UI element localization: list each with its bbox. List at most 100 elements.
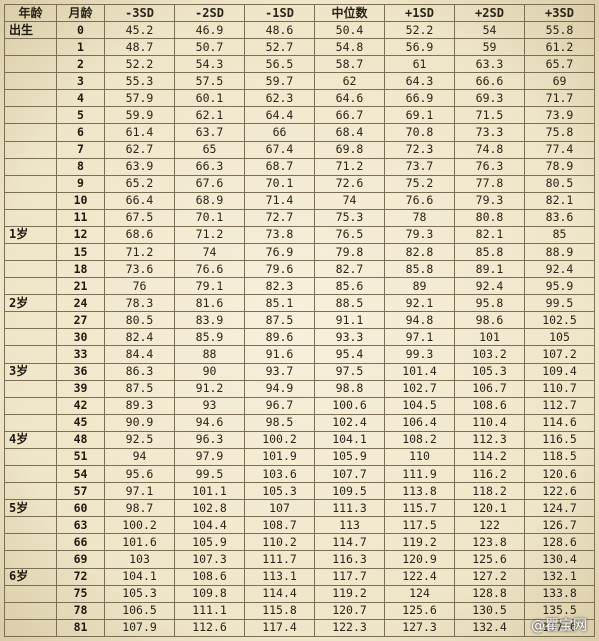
month-cell: 18 [56, 260, 105, 279]
value-cell: 102.4 [314, 413, 385, 432]
value-cell: 105.9 [314, 447, 385, 467]
table-row: 51 94 97.9 101.9 105.9 110 114.2 118.5 [4, 447, 595, 467]
value-cell: 48.7 [104, 38, 175, 57]
value-cell: 105 [524, 328, 595, 347]
value-cell: 94.9 [244, 379, 315, 398]
age-cell [4, 123, 57, 142]
month-cell: 7 [56, 140, 105, 159]
value-cell: 99.5 [524, 294, 595, 313]
value-cell: 71.2 [174, 225, 245, 245]
header-row: 年龄 月龄 -3SD -2SD -1SD 中位数 +1SD +2SD +3SD [4, 4, 595, 22]
value-cell: 97.1 [104, 482, 175, 501]
watermark: @瞿宝网 [531, 618, 587, 634]
month-cell: 33 [56, 345, 105, 364]
value-cell: 50.4 [314, 20, 385, 40]
value-cell: 72.7 [244, 208, 315, 227]
table-row: 78 106.5 111.1 115.8 120.7 125.6 130.5 135.5 [4, 601, 595, 620]
value-cell: 115.7 [384, 499, 455, 518]
age-cell [4, 413, 57, 432]
age-cell [4, 516, 57, 535]
value-cell: 104.4 [174, 516, 245, 535]
month-cell: 45 [56, 413, 105, 432]
column-header: -1SD [244, 4, 315, 22]
value-cell: 114.4 [244, 584, 315, 603]
value-cell: 52.2 [384, 20, 455, 40]
value-cell: 74 [314, 191, 385, 210]
table-row: 66 101.6 105.9 110.2 114.7 119.2 123.8 128.6 [4, 533, 595, 552]
value-cell: 108.6 [454, 396, 525, 415]
value-cell: 112.3 [454, 430, 525, 449]
value-cell: 99.5 [174, 465, 245, 484]
table-row: 9 65.2 67.6 70.1 72.6 75.2 77.8 80.5 [4, 174, 595, 193]
value-cell: 89.1 [454, 260, 525, 279]
table-row: 3岁 36 86.3 90 93.7 97.5 101.4 105.3 109.4 [4, 362, 595, 381]
value-cell: 111.9 [384, 465, 455, 484]
value-cell: 137.6 [524, 618, 595, 638]
value-cell: 59.9 [104, 106, 175, 125]
value-cell: 122.4 [384, 567, 455, 586]
value-cell: 107.3 [174, 550, 245, 569]
value-cell: 59 [454, 38, 525, 57]
age-cell [4, 482, 57, 501]
value-cell: 133.8 [524, 584, 595, 603]
value-cell: 96.7 [244, 396, 315, 415]
value-cell: 132.4 [454, 618, 525, 638]
value-cell: 98.5 [244, 413, 315, 432]
value-cell: 69 [524, 72, 595, 91]
value-cell: 116.5 [524, 430, 595, 449]
value-cell: 105.3 [104, 584, 175, 603]
value-cell: 84.4 [104, 345, 175, 364]
value-cell: 97.5 [314, 362, 385, 381]
value-cell: 85.1 [244, 294, 315, 313]
value-cell: 56.9 [384, 38, 455, 57]
value-cell: 113 [314, 516, 385, 535]
value-cell: 78.3 [104, 294, 175, 313]
age-cell [4, 396, 57, 415]
age-cell [4, 208, 57, 227]
table-row: 81 107.9 112.6 117.4 122.3 127.3 132.4 137.6 [4, 618, 595, 638]
value-cell: 68.4 [314, 123, 385, 142]
value-cell: 97.9 [174, 447, 245, 467]
value-cell: 78.9 [524, 157, 595, 176]
value-cell: 85.6 [314, 277, 385, 296]
value-cell: 54.8 [314, 38, 385, 57]
value-cell: 110.2 [244, 533, 315, 552]
value-cell: 120.6 [524, 465, 595, 484]
value-cell: 71.2 [104, 243, 175, 262]
value-cell: 101 [454, 328, 525, 347]
value-cell: 85.9 [174, 328, 245, 347]
month-cell: 27 [56, 311, 105, 330]
month-cell: 9 [56, 174, 105, 193]
value-cell: 109.8 [174, 584, 245, 603]
value-cell: 87.5 [104, 379, 175, 398]
age-cell [4, 157, 57, 176]
table-row: 1岁 12 68.6 71.2 73.8 76.5 79.3 82.1 85 [4, 225, 595, 245]
value-cell: 71.7 [524, 89, 595, 108]
value-cell: 124 [384, 584, 455, 603]
value-cell: 110.7 [524, 379, 595, 398]
value-cell: 82.1 [524, 191, 595, 210]
table-row: 45 90.9 94.6 98.5 102.4 106.4 110.4 114.6 [4, 413, 595, 432]
value-cell: 80.5 [524, 174, 595, 193]
table-row: 8 63.9 66.3 68.7 71.2 73.7 76.3 78.9 [4, 157, 595, 176]
value-cell: 125.6 [384, 601, 455, 620]
value-cell: 114.2 [454, 447, 525, 467]
table-row: 出生 0 45.2 46.9 48.6 50.4 52.2 54 55.8 [4, 20, 595, 40]
value-cell: 65 [174, 140, 245, 159]
value-cell: 90 [174, 362, 245, 381]
month-cell: 10 [56, 191, 105, 210]
value-cell: 101.1 [174, 482, 245, 501]
value-cell: 130.5 [454, 601, 525, 620]
value-cell: 91.6 [244, 345, 315, 364]
value-cell: 94 [104, 447, 175, 467]
value-cell: 73.7 [384, 157, 455, 176]
value-cell: 98.6 [454, 311, 525, 330]
value-cell: 62.7 [104, 140, 175, 159]
value-cell: 117.5 [384, 516, 455, 535]
table-row: 39 87.5 91.2 94.9 98.8 102.7 106.7 110.7 [4, 379, 595, 398]
value-cell: 125.6 [454, 550, 525, 569]
value-cell: 92.4 [454, 277, 525, 296]
value-cell: 74 [174, 243, 245, 262]
age-cell [4, 328, 57, 347]
